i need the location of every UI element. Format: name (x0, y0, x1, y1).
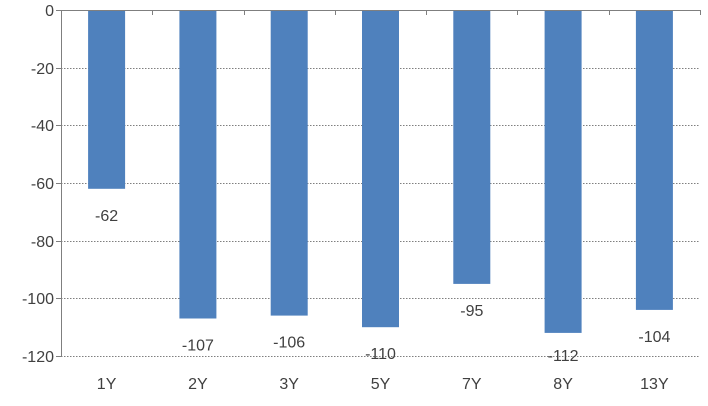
y-tick-labels: 0 -20 -40 -60 -80 -100 -120 (22, 3, 54, 366)
x-tick-label: 8Y (553, 376, 573, 393)
bars (88, 10, 673, 333)
data-label: -106 (273, 335, 305, 352)
x-tick-label: 2Y (188, 376, 208, 393)
data-label: -104 (638, 329, 670, 346)
data-label: -107 (182, 338, 214, 355)
x-tick-label: 13Y (640, 376, 669, 393)
x-tick-label: 7Y (462, 376, 482, 393)
x-tick-labels: 1Y 2Y 3Y 5Y 7Y 8Y 13Y (97, 376, 669, 393)
x-tick-label: 5Y (371, 376, 391, 393)
data-label: -95 (460, 303, 483, 320)
y-tick-label: -80 (31, 234, 54, 251)
x-tick-label: 1Y (97, 376, 117, 393)
x-tick-label: 3Y (279, 376, 299, 393)
bar-2y (179, 10, 217, 319)
y-tick-label: -20 (31, 61, 54, 78)
y-tick-label: -40 (31, 118, 54, 135)
y-tick-label: 0 (45, 3, 54, 20)
data-label: -112 (548, 348, 579, 365)
y-tick-label: -120 (22, 349, 54, 366)
bar-8y (544, 10, 582, 333)
axes (56, 10, 701, 357)
data-label: -62 (95, 208, 118, 225)
bar-7y (453, 10, 491, 284)
bar-13y (635, 10, 673, 310)
data-labels: -62 -107 -106 -110 -95 -112 -104 (95, 208, 670, 365)
bar-1y (88, 10, 126, 189)
data-label: -110 (365, 346, 396, 363)
bar-5y (362, 10, 399, 328)
y-tick-label: -60 (31, 176, 54, 193)
bar-3y (270, 10, 308, 316)
y-tick-label: -100 (22, 291, 54, 308)
